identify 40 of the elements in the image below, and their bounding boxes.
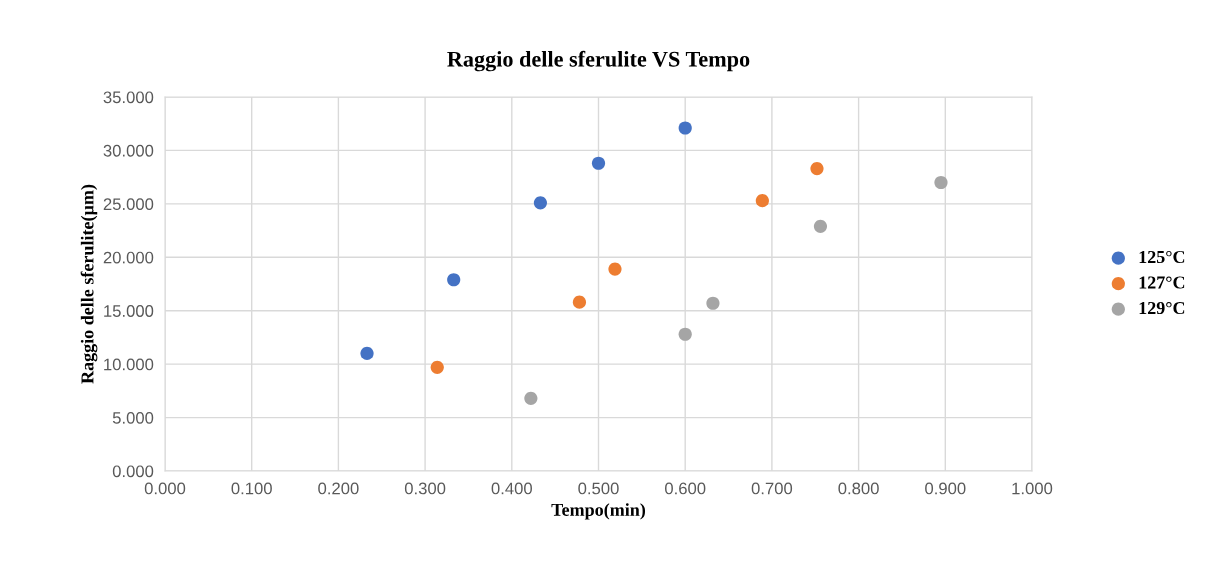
legend-label: 129°C [1139,301,1185,315]
x-tick-label: 0.300 [404,482,446,495]
point [360,346,374,361]
point [755,194,769,208]
point [810,162,824,176]
legend-label: 125°C [1139,250,1185,264]
point [608,262,622,276]
point [678,327,692,341]
x-tick-label: 0.500 [578,482,619,495]
x-axis-title: Tempo(min) [551,503,646,520]
y-tick-label: 5.000 [112,411,154,424]
x-tick-label: 0.000 [144,482,186,495]
x-tick-label: 1.000 [1012,482,1053,495]
x-tick-label: 0.700 [751,482,793,495]
x-tick-label: 0.600 [665,482,706,495]
y-tick-label: 20.000 [103,251,154,264]
point [591,156,606,170]
y-tick-label: 0.000 [112,465,154,478]
x-tick-label: 0.100 [231,482,272,495]
point [533,196,547,210]
y-tick-label: 35.000 [103,91,154,104]
y-tick-label: 30.000 [103,144,154,157]
y-tick-label: 15.000 [104,305,154,317]
y-tick-label: 10.000 [104,358,154,371]
point [572,295,587,309]
point [447,273,461,287]
point [430,360,444,374]
y-tick-label: 25.000 [103,198,154,211]
x-tick-label: 0.200 [318,482,359,495]
point [524,391,538,405]
chart-title: Raggio delle sferulite VS Tempo [447,50,750,72]
point [678,121,692,135]
x-tick-label: 0.400 [491,482,532,495]
point [934,175,948,190]
point [813,219,828,233]
point [706,296,720,310]
x-tick-label: 0.900 [925,482,966,495]
x-tick-label: 0.800 [838,482,879,495]
legend-label: 127°C [1139,276,1185,289]
y-axis-title: Raggio delle sferulite(µm) [80,184,98,384]
